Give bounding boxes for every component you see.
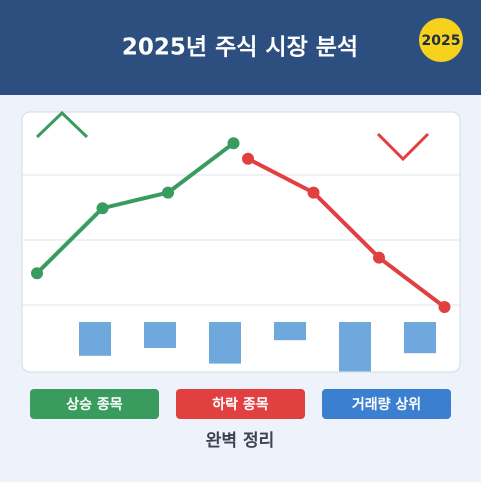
- plot: [31, 137, 451, 372]
- volume-bar: [209, 322, 241, 364]
- up-arrow: [35, 110, 89, 139]
- button[interactable]: [176, 389, 305, 419]
- volume-bar: [404, 322, 436, 354]
- button[interactable]: [322, 389, 451, 419]
- button[interactable]: [30, 389, 159, 419]
- badge-text: 2025: [422, 33, 461, 49]
- volume-bar: [339, 322, 371, 372]
- chart-panel: [21, 111, 461, 373]
- point: [242, 152, 254, 165]
- header: [0, 0, 481, 95]
- point: [31, 267, 43, 280]
- badge: [419, 18, 463, 62]
- point: [307, 186, 320, 199]
- volume-bar: [79, 322, 111, 356]
- button-label: 거래량 상위: [352, 397, 421, 413]
- down-arrow: [376, 132, 430, 162]
- line: [247, 157, 446, 309]
- point: [96, 202, 109, 215]
- line: [35, 141, 235, 275]
- volume-bar: [144, 322, 176, 348]
- point: [373, 251, 385, 264]
- title: 2025년 주식 시장 분석: [122, 35, 358, 61]
- volume-bar: [274, 322, 306, 341]
- point: [227, 137, 240, 150]
- footer: 완벽 정리: [206, 431, 274, 451]
- point: [438, 301, 451, 313]
- button-label: 상승 종목: [66, 397, 123, 413]
- point: [162, 186, 174, 199]
- button-label: 하락 종목: [212, 396, 269, 413]
